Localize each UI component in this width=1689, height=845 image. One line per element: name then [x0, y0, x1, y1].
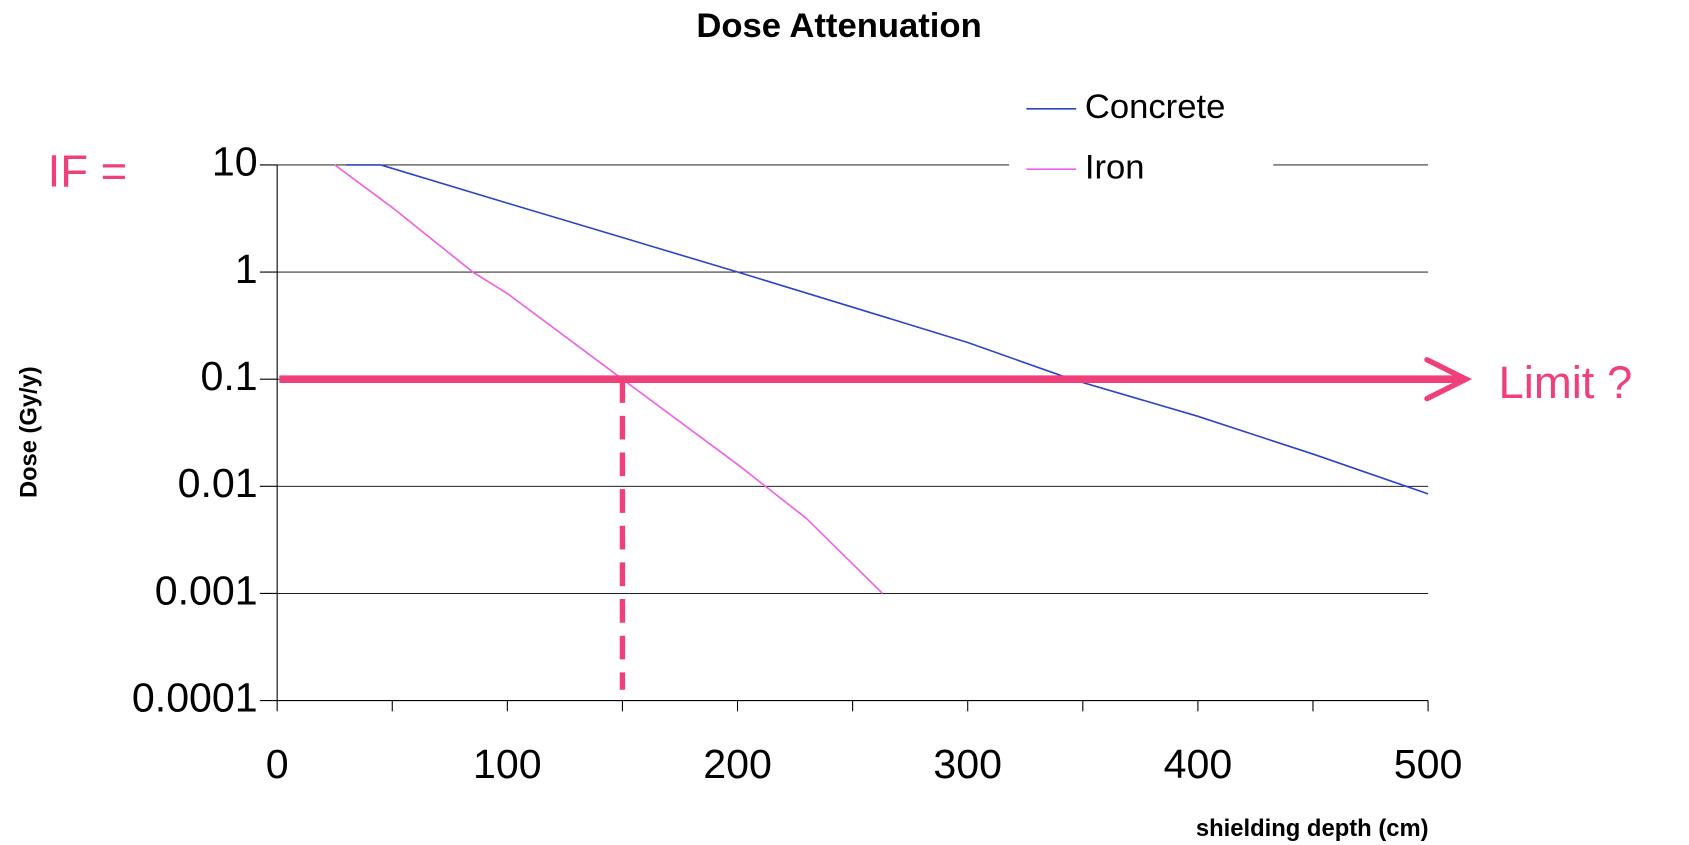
y-axis-label: Dose (Gy/y) [16, 366, 43, 498]
x-tick-label: 400 [1164, 741, 1233, 787]
x-axis-label: shielding depth (cm) [1196, 815, 1429, 842]
x-tick-label: 500 [1394, 741, 1463, 787]
y-tick-label: 0.01 [178, 460, 258, 506]
legend-label: Concrete [1085, 88, 1226, 126]
y-tick-label: 0.1 [201, 353, 258, 399]
limit-label: Limit ? [1498, 357, 1632, 408]
x-tick-label: 200 [703, 741, 772, 787]
limit-arrowhead [1424, 357, 1473, 402]
data-line [334, 164, 884, 595]
y-tick-label: 1 [235, 246, 258, 292]
y-tick-label: 10 [212, 139, 258, 185]
legend-label: Iron [1085, 148, 1145, 186]
x-tick-label: 300 [933, 741, 1002, 787]
x-tick-label: 100 [473, 741, 542, 787]
x-tick-label: 0 [266, 741, 289, 787]
legend-box [1009, 84, 1274, 203]
y-tick-label: 0.001 [155, 567, 258, 613]
data-line [346, 164, 1429, 495]
y-tick-label: 0.0001 [132, 674, 258, 720]
chart-title: Dose Attenuation [696, 7, 981, 45]
if-label: IF = [48, 146, 128, 197]
